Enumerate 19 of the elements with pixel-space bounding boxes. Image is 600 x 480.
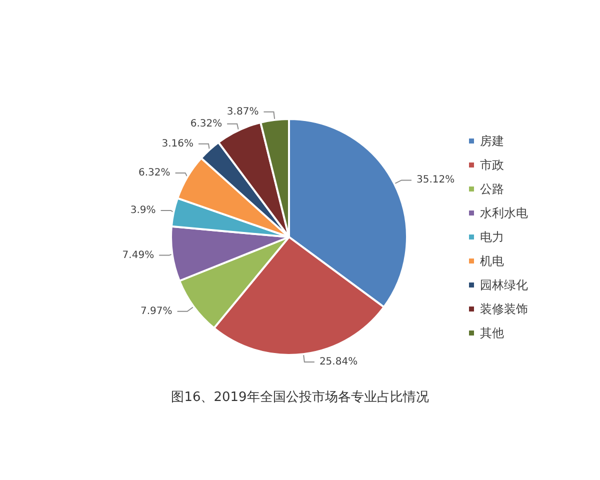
legend-label: 其他: [480, 326, 504, 340]
data-label: 35.12%: [416, 174, 455, 186]
data-label: 7.97%: [140, 306, 172, 317]
legend-label: 园林绿化: [480, 278, 528, 292]
data-label: 3.16%: [162, 138, 194, 150]
legend-label: 机电: [480, 254, 504, 268]
data-label: 7.49%: [122, 250, 154, 261]
data-label: 6.32%: [190, 118, 222, 130]
legend-label: 水利水电: [480, 206, 528, 220]
data-label: 6.32%: [138, 167, 170, 178]
legend-label: 电力: [480, 230, 504, 244]
legend-label: 房建: [480, 134, 504, 148]
legend-label: 装修装饰: [480, 302, 528, 316]
data-label: 25.84%: [319, 356, 358, 368]
text: 图16、2019年全国公投市场各专业占比情况: [171, 390, 429, 405]
data-label: 3.87%: [226, 106, 259, 118]
data-label: 3.9%: [130, 204, 156, 216]
legend-label: 公路: [480, 182, 504, 196]
legend-label: 市政: [480, 158, 504, 172]
